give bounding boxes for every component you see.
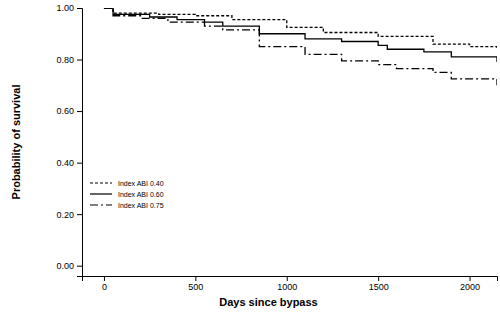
x-tick: 500 xyxy=(188,276,203,292)
chart: 0 500 1000 1500 2000 0.00 0.20 0.40 0.60 0.80 1.00… xyxy=(0,0,500,312)
x-tick-mark xyxy=(287,276,288,281)
x-tick-mark xyxy=(470,276,471,281)
y-tick-label: 0.20 xyxy=(56,210,74,220)
legend-label: Index ABI 0.60 xyxy=(118,191,164,198)
y-tick: 0.60 xyxy=(56,106,82,116)
legend-item: Index ABI 0.40 xyxy=(90,180,164,187)
legend-label: Index ABI 0.75 xyxy=(118,202,164,209)
legend-label: Index ABI 0.40 xyxy=(118,180,164,187)
y-axis-line xyxy=(77,9,83,277)
x-axis-line xyxy=(83,277,498,282)
x-axis: 0 500 1000 1500 2000 xyxy=(83,276,498,292)
y-tick-label: 0.60 xyxy=(56,106,74,116)
y-tick-mark xyxy=(77,60,82,61)
lines xyxy=(104,8,497,85)
x-tick-label: 2000 xyxy=(460,282,480,292)
y-tick: 0.20 xyxy=(56,210,82,220)
x-tick-label: 1000 xyxy=(277,282,297,292)
x-tick: 1000 xyxy=(277,276,297,292)
x-tick-label: 0 xyxy=(102,282,107,292)
y-axis-title: Probability of survival xyxy=(10,85,22,200)
x-tick-mark xyxy=(378,276,379,281)
y-tick: 1.00 xyxy=(56,3,82,13)
survival-line xyxy=(104,8,497,85)
y-tick-mark xyxy=(77,266,82,267)
y-tick-mark xyxy=(77,214,82,215)
y-tick-label: 0.00 xyxy=(56,261,74,271)
y-tick-mark xyxy=(77,111,82,112)
plot: 0 500 1000 1500 2000 0.00 0.20 0.40 0.60 0.80 1.00… xyxy=(10,3,498,308)
legend: Index ABI 0.40 Index ABI 0.60 Index ABI 0.… xyxy=(90,180,164,209)
y-tick-mark xyxy=(77,8,82,9)
legend-swatch xyxy=(90,182,112,183)
y-tick: 0.00 xyxy=(56,261,82,271)
legend-swatch xyxy=(90,193,112,194)
y-tick-label: 0.40 xyxy=(56,158,74,168)
survival-line xyxy=(104,8,497,62)
legend-swatch xyxy=(90,204,112,205)
x-tick: 0 xyxy=(102,276,107,292)
x-tick-mark xyxy=(195,276,196,281)
x-axis-title: Days since bypass xyxy=(219,296,317,308)
legend-item: Index ABI 0.75 xyxy=(90,202,164,209)
survival-line xyxy=(104,8,497,49)
y-tick: 0.80 xyxy=(56,55,82,65)
y-tick-label: 1.00 xyxy=(56,3,74,13)
y-axis: 0.00 0.20 0.40 0.60 0.80 1.00 xyxy=(56,3,82,276)
x-tick-label: 1500 xyxy=(369,282,389,292)
x-tick: 1500 xyxy=(369,276,389,292)
x-tick: 2000 xyxy=(460,276,480,292)
y-tick-mark xyxy=(77,163,82,164)
y-tick: 0.40 xyxy=(56,158,82,168)
legend-item: Index ABI 0.60 xyxy=(90,191,164,198)
x-tick-mark xyxy=(104,276,105,281)
y-tick-label: 0.80 xyxy=(56,55,74,65)
x-tick-label: 500 xyxy=(188,282,203,292)
